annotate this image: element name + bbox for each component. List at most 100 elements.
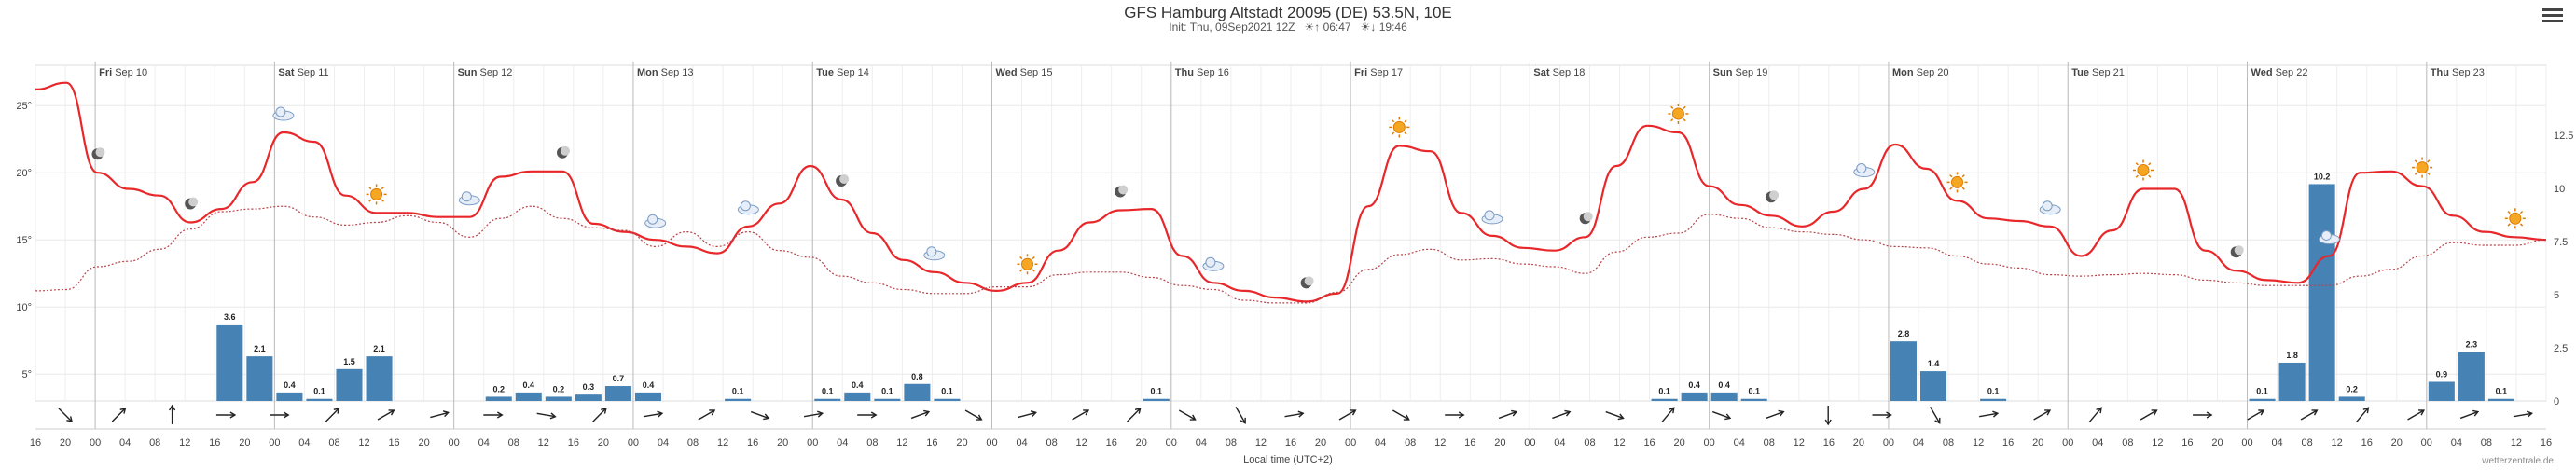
hour-tick: 08 [328,437,339,449]
sun-icon [1668,104,1689,124]
hour-tick: 00 [269,437,280,449]
hour-tick: 08 [1764,437,1775,449]
hour-tick: 16 [2181,437,2193,449]
wind-head [1030,410,1037,418]
wind-arrow-icon [1392,409,1410,421]
wind-head [976,414,983,421]
wind-head [1458,411,1465,419]
hour-tick: 00 [449,437,460,449]
wind-arrow-icon [2300,409,2319,421]
hour-tick: 04 [298,437,310,449]
hour-tick: 08 [1584,437,1595,449]
sun-ray [1019,269,1023,272]
wind-head [923,409,931,417]
wind-head [1724,413,1732,421]
sun-icon [366,184,387,205]
hour-tick: 20 [60,437,71,449]
hour-tick: 00 [2421,437,2432,449]
hour-tick: 20 [2391,437,2403,449]
cloud-puff [1856,163,1867,173]
precip-bar [1710,392,1738,401]
moon-icon [557,145,570,159]
sun-disc [2137,164,2150,176]
cloud-icon [644,214,667,228]
hour-tick: 20 [239,437,250,449]
temperature-lines [35,81,2547,304]
hour-tick: 04 [478,437,490,449]
hour-tick: 04 [2451,437,2462,449]
wind-head [1564,409,1572,417]
precip-bar [934,398,961,401]
sun-ray [2519,210,2524,214]
sun-icon [1017,254,1038,275]
precip-label: 0.1 [1658,387,1670,396]
cloud-puff [1205,256,1216,268]
hour-tick: 08 [2122,437,2133,449]
wind-head [1934,417,1941,424]
wind-arrow-icon [750,410,770,421]
weather-symbols [91,104,2526,289]
moon-icon [2230,245,2244,258]
wind-shaft [2140,409,2157,421]
precip-bar [904,383,931,401]
sun-ray [2519,223,2524,227]
hour-tick: 20 [2211,437,2223,449]
sun-ray [2135,174,2139,178]
precip-bar [2249,398,2276,401]
x-axis-label: Local time (UTC+2) [1243,454,1333,465]
wind-head [333,407,340,414]
sun-icon [2412,157,2433,178]
sun-ray [1404,119,1407,123]
y-left-tick: 25° [16,101,32,112]
wind-arrow-icon [910,409,931,420]
precip-label: 0.1 [1987,387,2000,396]
wind-head [2096,407,2102,414]
precip-label: 0.8 [911,372,923,381]
wind-arrow-icon [536,412,557,420]
hour-tick: 12 [1613,437,1625,449]
y-left-tick: 10° [16,302,32,313]
sun-ray [1391,119,1395,123]
precip-label: 0.4 [523,380,535,390]
moon-icon [91,147,105,160]
wind-shaft [803,412,823,418]
hour-tick: 20 [1136,437,1147,449]
precip-label: 0.1 [941,387,953,396]
hour-tick: 16 [2002,437,2014,449]
wind-shaft [2459,410,2479,420]
day-label: Sat Sep 18 [1533,67,1585,78]
wind-shaft [1711,410,1731,420]
y-left-tick: 5° [21,369,32,380]
wind-head [66,416,74,423]
hour-tick: 00 [986,437,997,449]
precip-bar [2428,381,2455,401]
wind-arrow-icon [2355,407,2370,423]
moon-icon [185,197,199,210]
sun-disc [1951,175,1963,188]
hour-tick: 12 [1434,437,1446,449]
hour-tick: 00 [1704,437,1715,449]
wind-head [817,410,824,418]
precip-bar [604,386,631,401]
precip-label: 0.1 [2256,387,2268,396]
wind-arrow-icon [1711,410,1732,421]
sunrise-time: 06:47 [1323,21,1351,34]
wind-head [2362,407,2370,414]
wind-arrow-icon [215,411,237,419]
wind-shaft [2407,409,2425,421]
precip-label: 0.7 [613,374,625,383]
wind-arrow-icon [2247,409,2265,421]
wind-arrow-icon [1872,411,1892,419]
hour-tick: 20 [1853,437,1864,449]
precip-bar [634,392,661,401]
wind-shaft [1127,408,1142,422]
wind-arrow-icon [1178,409,1197,421]
wind-shaft [1018,411,1036,419]
day-label: Thu Sep 16 [1175,67,1229,78]
hour-tick: 16 [2361,437,2373,449]
wind-shaft [1661,407,1675,423]
hour-tick: 16 [388,437,399,449]
hour-tick: 04 [2092,437,2103,449]
menu-icon[interactable] [2542,6,2563,24]
moon-shade [2234,245,2244,256]
